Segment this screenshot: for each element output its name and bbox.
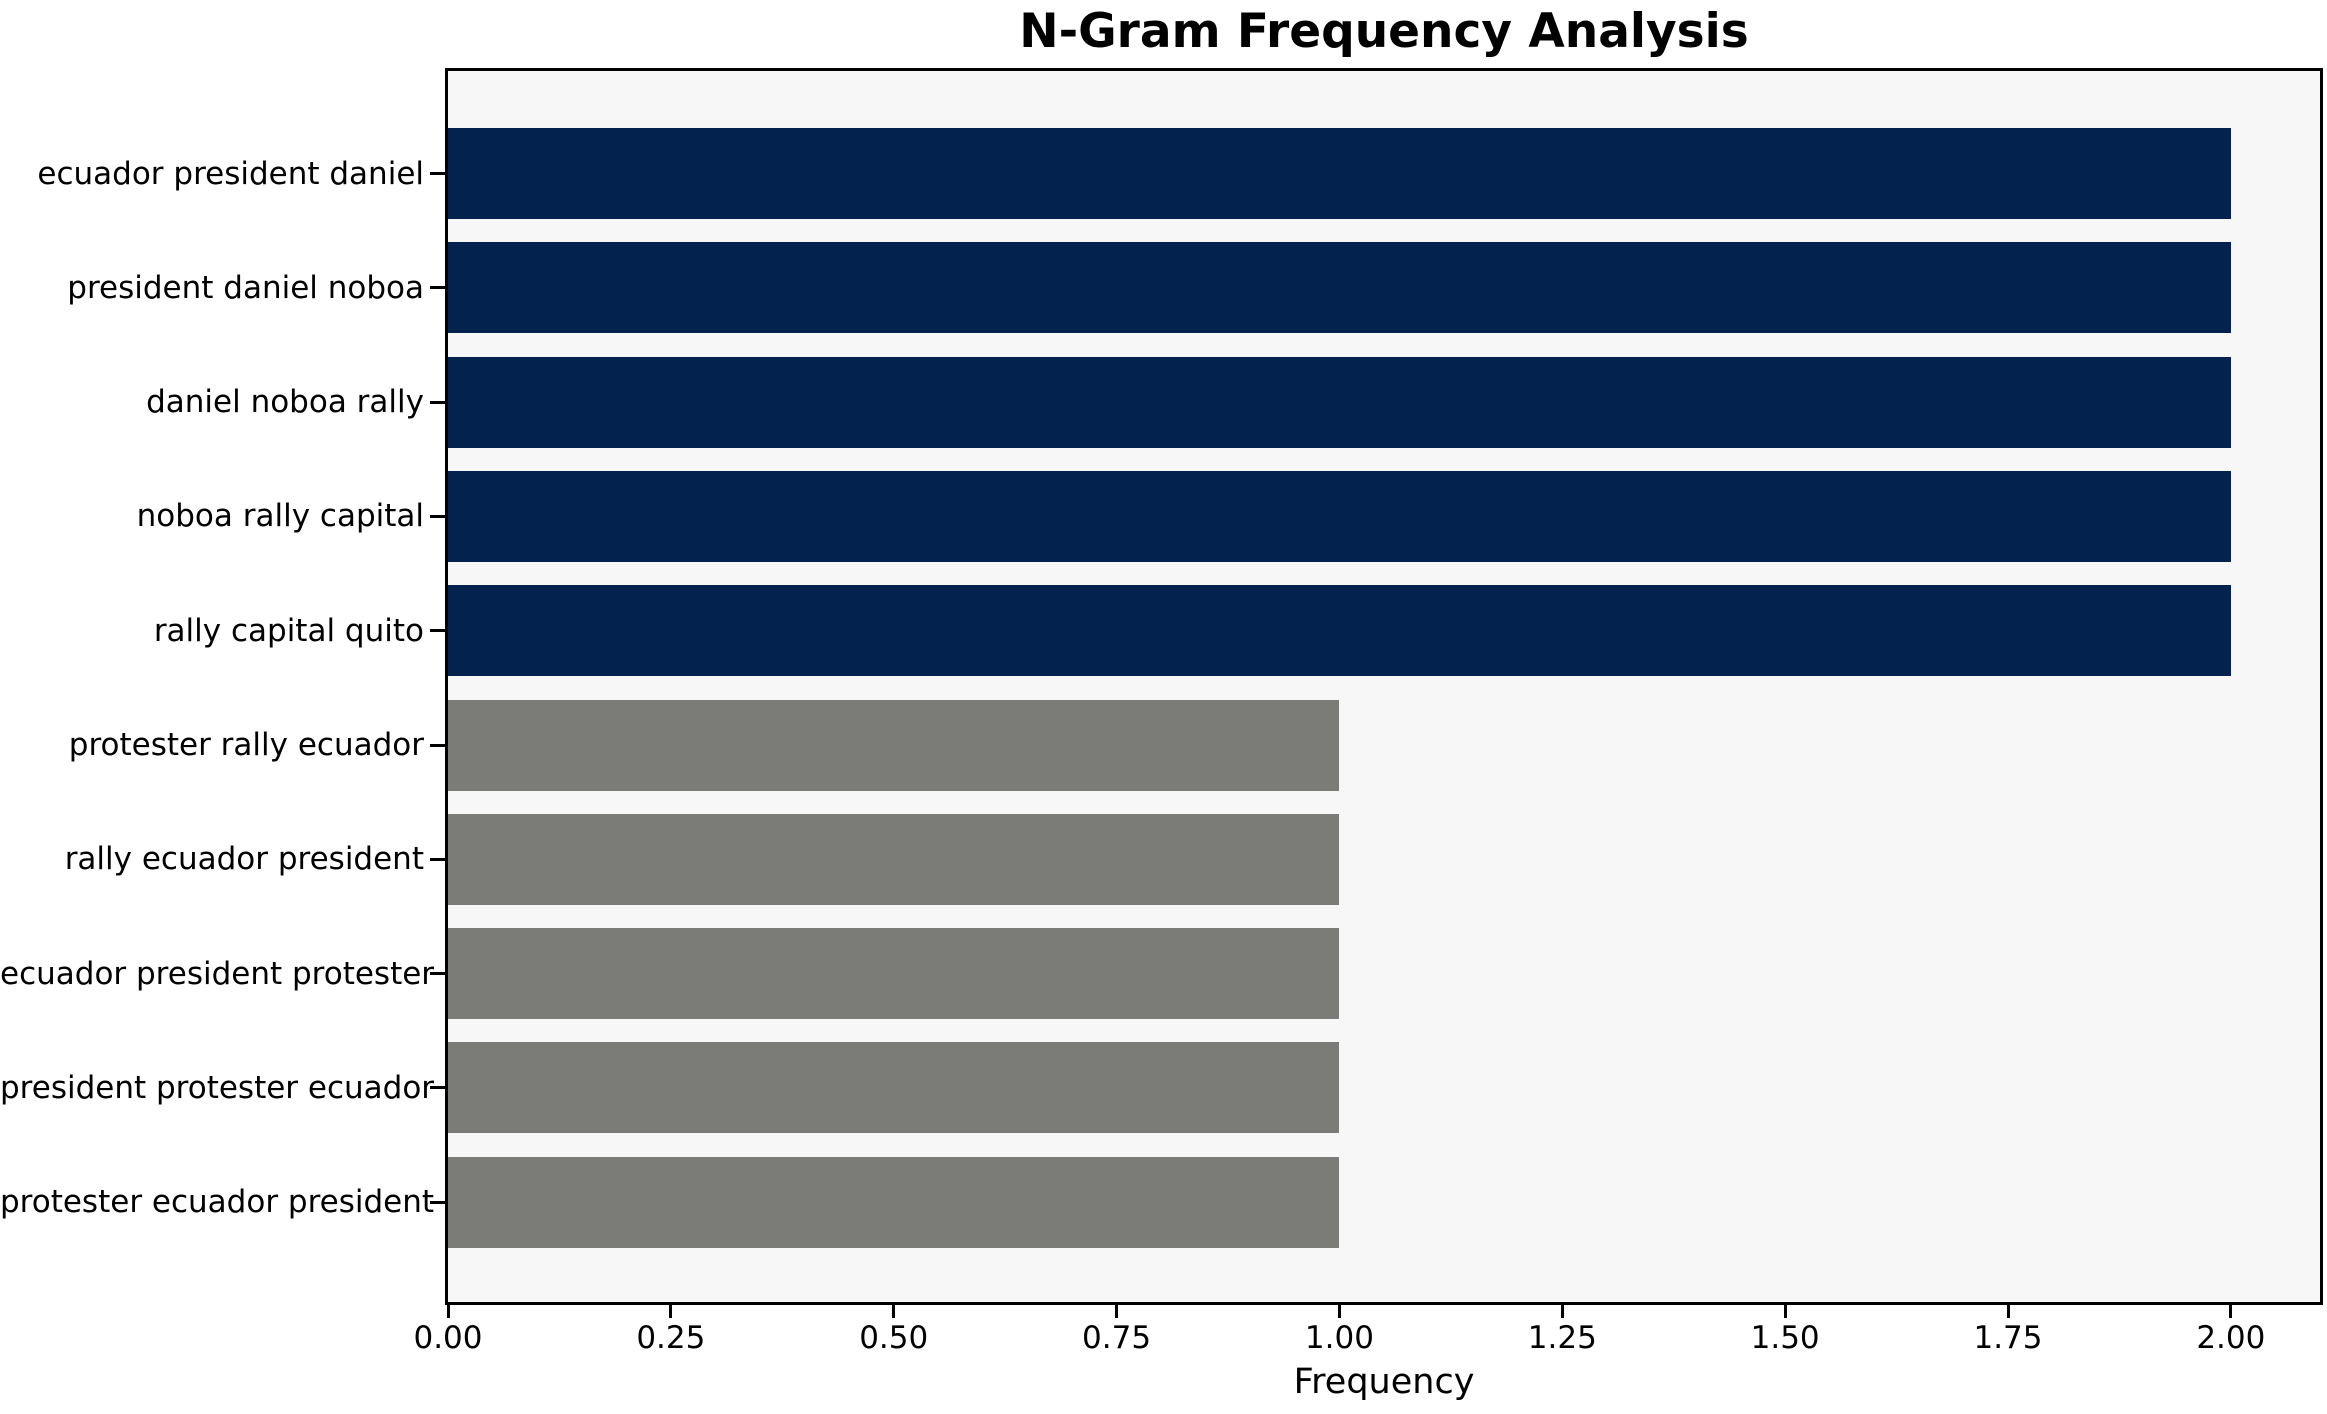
bar-president-protester-ecuador <box>448 1042 1340 1134</box>
x-tick-label-0.75: 0.75 <box>1082 1320 1152 1356</box>
y-tick-label-daniel-noboa-rally: daniel noboa rally <box>146 384 424 421</box>
y-tick-mark <box>430 400 448 404</box>
x-tick-label-1.50: 1.50 <box>1750 1320 1820 1356</box>
plot-area <box>445 68 2323 1305</box>
x-axis-label: Frequency <box>1293 1362 1475 1402</box>
y-tick-label-president-protester-ecuador: president protester ecuador <box>0 1069 435 1106</box>
y-tick-mark <box>430 1200 448 1204</box>
x-tick-mark <box>892 1305 896 1318</box>
x-tick-label-0.50: 0.50 <box>859 1320 929 1356</box>
x-tick-mark <box>1783 1305 1787 1318</box>
bar-protester-rally-ecuador <box>448 699 1340 791</box>
bar-rally-ecuador-president <box>448 813 1340 905</box>
x-tick-label-1.25: 1.25 <box>1527 1320 1597 1356</box>
x-tick-label-1.75: 1.75 <box>1973 1320 2043 1356</box>
x-tick-label-1.00: 1.00 <box>1304 1320 1374 1356</box>
x-tick-mark <box>1115 1305 1119 1318</box>
bar-rally-capital-quito <box>448 585 2231 677</box>
bar-president-daniel-noboa <box>448 242 2231 334</box>
bar-noboa-rally-capital <box>448 470 2231 562</box>
y-tick-mark <box>430 1086 448 1090</box>
y-tick-mark <box>430 514 448 518</box>
x-tick-mark <box>1337 1305 1341 1318</box>
x-tick-mark <box>669 1305 673 1318</box>
y-tick-label-rally-ecuador-president: rally ecuador president <box>64 841 424 878</box>
y-tick-label-protester-ecuador-president: protester ecuador president <box>0 1184 435 1221</box>
bar-protester-ecuador-president <box>448 1156 1340 1248</box>
y-tick-mark <box>430 743 448 747</box>
y-tick-label-ecuador-president-daniel: ecuador president daniel <box>37 155 424 192</box>
y-tick-mark <box>430 629 448 633</box>
x-tick-mark <box>1560 1305 1564 1318</box>
x-tick-label-0.00: 0.00 <box>413 1320 483 1356</box>
bar-daniel-noboa-rally <box>448 356 2231 448</box>
y-tick-label-noboa-rally-capital: noboa rally capital <box>136 498 424 535</box>
x-tick-label-0.25: 0.25 <box>636 1320 706 1356</box>
x-tick-mark <box>2006 1305 2010 1318</box>
y-tick-mark <box>430 857 448 861</box>
y-tick-label-ecuador-president-protester: ecuador president protester <box>0 955 435 992</box>
x-tick-label-2.00: 2.00 <box>2196 1320 2266 1356</box>
y-tick-mark <box>430 972 448 976</box>
x-tick-mark <box>446 1305 450 1318</box>
bar-ecuador-president-daniel <box>448 128 2231 219</box>
chart-title: N-Gram Frequency Analysis <box>1019 4 1749 59</box>
y-tick-label-president-daniel-noboa: president daniel noboa <box>67 269 424 306</box>
y-tick-label-protester-rally-ecuador: protester rally ecuador <box>68 727 424 763</box>
bar-ecuador-president-protester <box>448 928 1340 1020</box>
y-tick-mark <box>430 172 448 175</box>
y-tick-mark <box>430 286 448 290</box>
y-tick-label-rally-capital-quito: rally capital quito <box>153 612 424 649</box>
x-tick-mark <box>2229 1305 2233 1318</box>
